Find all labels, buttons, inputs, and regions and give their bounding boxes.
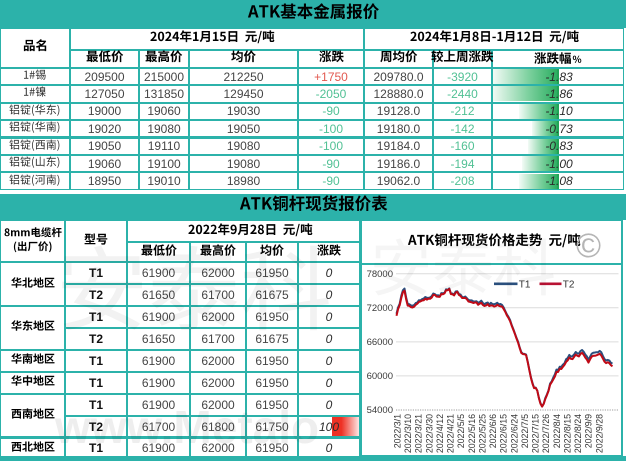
svg-text:2022/7/15: 2022/7/15 xyxy=(531,414,541,453)
svg-text:T1: T1 xyxy=(519,279,531,290)
svg-text:2022/6/15: 2022/6/15 xyxy=(499,414,509,453)
svg-text:2022/5/25: 2022/5/25 xyxy=(477,414,487,453)
svg-text:2022/8/15: 2022/8/15 xyxy=(563,414,573,453)
svg-text:2022/8/4: 2022/8/4 xyxy=(552,414,562,448)
svg-text:2022/4/12: 2022/4/12 xyxy=(435,414,445,453)
svg-text:2022/7/26: 2022/7/26 xyxy=(541,414,551,453)
svg-text:2022/4/21: 2022/4/21 xyxy=(446,414,456,453)
svg-text:66000: 66000 xyxy=(367,337,393,348)
svg-text:2022/8/24: 2022/8/24 xyxy=(573,414,583,453)
svg-text:2022/3/10: 2022/3/10 xyxy=(403,414,413,453)
svg-text:2022/3/1: 2022/3/1 xyxy=(392,414,402,448)
svg-text:78000: 78000 xyxy=(367,269,393,280)
svg-text:2022/7/5: 2022/7/5 xyxy=(520,414,530,448)
svg-text:60000: 60000 xyxy=(367,371,393,382)
svg-text:2022/9/28: 2022/9/28 xyxy=(594,414,604,453)
svg-text:2022/9/9: 2022/9/9 xyxy=(584,414,594,448)
svg-text:2022/3/21: 2022/3/21 xyxy=(414,414,424,453)
svg-text:2022/3/30: 2022/3/30 xyxy=(424,414,434,453)
svg-text:2022/6/24: 2022/6/24 xyxy=(509,414,519,453)
svg-text:72000: 72000 xyxy=(367,303,393,314)
svg-text:2022/5/5: 2022/5/5 xyxy=(456,414,466,448)
svg-text:54000: 54000 xyxy=(367,405,393,416)
svg-text:2022/6/6: 2022/6/6 xyxy=(488,414,498,448)
svg-text:T2: T2 xyxy=(563,279,575,290)
svg-text:2022/5/16: 2022/5/16 xyxy=(467,414,477,453)
